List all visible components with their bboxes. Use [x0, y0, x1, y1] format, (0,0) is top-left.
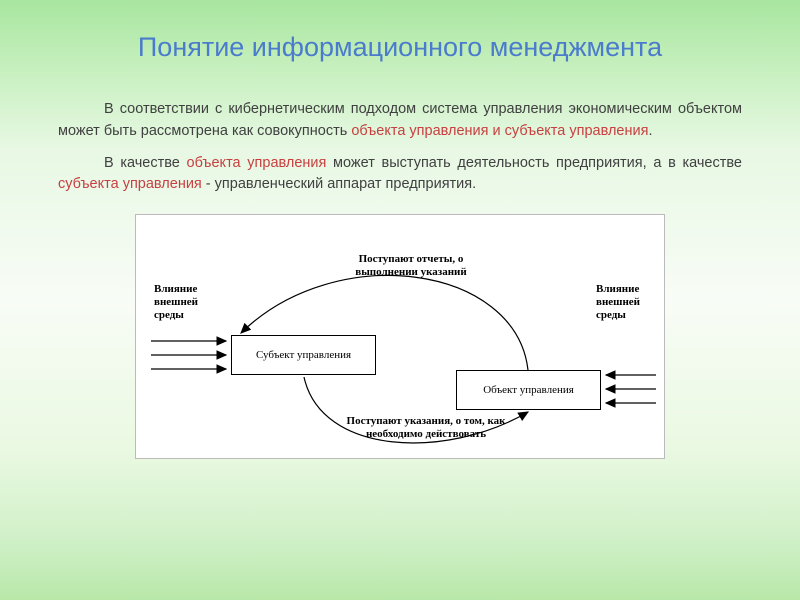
p2-a: В качестве — [104, 155, 187, 171]
p1-h1: объекта управления и субъекта управления — [351, 123, 648, 139]
cybernetic-diagram: Влияние внешней среды Влияние внешней ср… — [135, 214, 665, 459]
p2-h1: объекта управления — [187, 155, 327, 171]
diagram-arrows — [136, 215, 666, 460]
p2-h2: субъекта управления — [58, 176, 202, 192]
paragraph-1: В соответствии с кибернетическим подходо… — [58, 99, 742, 143]
page-title: Понятие информационного менеджмента — [58, 32, 742, 63]
slide: Понятие информационного менеджмента В со… — [0, 0, 800, 600]
diagram-container: Влияние внешней среды Влияние внешней ср… — [58, 214, 742, 459]
p2-c: - управленческий аппарат предприятия. — [202, 176, 476, 192]
paragraph-2: В качестве объекта управления может выст… — [58, 153, 742, 197]
p2-b: может выступать деятельность предприятия… — [326, 155, 742, 171]
p1-b: . — [648, 123, 652, 139]
